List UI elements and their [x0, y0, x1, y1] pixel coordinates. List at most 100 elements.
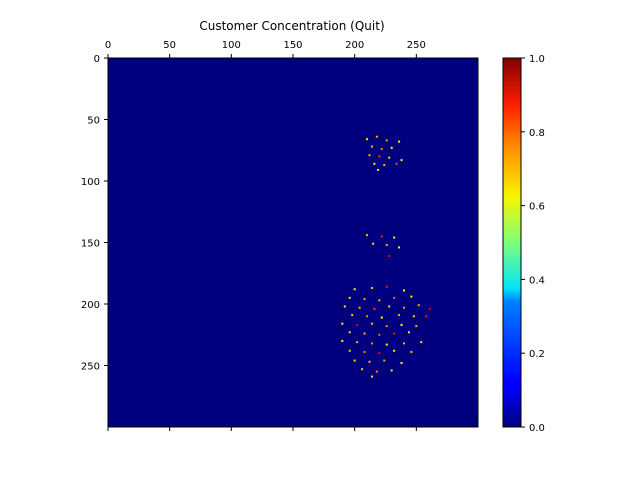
heatmap-cell-2	[385, 139, 388, 142]
colorbar-tick-label: 0.4	[529, 275, 545, 286]
heatmap-cell-63	[378, 352, 381, 355]
heatmap-cell-19	[385, 243, 388, 246]
heatmap-cell-29	[393, 296, 396, 299]
heatmap-cell-54	[407, 331, 410, 334]
colorbar-tick-label: 0.0	[529, 423, 545, 434]
heatmap-cell-6	[390, 146, 393, 149]
colorbar-tick-label: 0.6	[529, 202, 545, 213]
heatmap-cell-61	[348, 349, 351, 352]
y-tick-label: 150	[81, 239, 100, 250]
heatmap-cell-62	[363, 350, 366, 353]
heatmap-cell-14	[377, 168, 380, 171]
heatmap-cell-51	[363, 332, 366, 335]
x-axis-bottom	[107, 427, 417, 431]
y-tick-label: 0	[94, 54, 100, 65]
heatmap-cell-52	[378, 333, 381, 336]
heatmap-cell-72	[390, 369, 393, 372]
heatmap-cell-73	[370, 375, 373, 378]
chart-title: Customer Concentration (Quit)	[199, 19, 384, 33]
heatmap-cell-35	[403, 306, 405, 309]
heatmap-cell-20	[398, 246, 401, 249]
heatmap-cell-24	[385, 285, 388, 288]
heatmap-cell-55	[341, 339, 344, 342]
heatmap-cell-4	[370, 145, 373, 148]
heatmap-cell-33	[373, 307, 376, 310]
heatmap-cell-66	[353, 359, 356, 362]
y-tick-label: 50	[87, 116, 100, 127]
heatmap-cell-12	[383, 164, 386, 167]
colorbar	[502, 57, 522, 428]
y-axis: 0 50 100 150 200 250	[81, 54, 108, 373]
heatmap-cell-58	[385, 343, 388, 346]
heatmap-cell-9	[388, 156, 391, 159]
heatmap-cell-53	[393, 332, 396, 335]
heatmap-cell-28	[378, 299, 381, 302]
y-tick-label: 100	[81, 177, 100, 188]
heatmap-cell-7	[368, 154, 371, 157]
heatmap-cell-8	[378, 155, 381, 158]
heatmap-cell-23	[370, 287, 373, 290]
colorbar-tick-label: 0.8	[529, 128, 545, 139]
heatmap-cell-45	[356, 323, 359, 326]
heatmap-cell-27	[363, 298, 366, 301]
heatmap-points	[341, 135, 431, 378]
heatmap-cell-59	[403, 342, 405, 345]
heatmap-cell-0	[366, 138, 368, 141]
heatmap-cell-50	[348, 331, 351, 334]
heatmap-cell-60	[420, 341, 423, 344]
heatmap-cell-64	[393, 349, 396, 352]
heatmap-cell-17	[393, 236, 396, 239]
x-tick-label: 200	[345, 40, 364, 51]
heatmap-cell-39	[366, 315, 368, 318]
x-tick-label: 0	[105, 40, 111, 51]
heatmap-cell-67	[368, 360, 371, 363]
colorbar-tick-label: 1.0	[529, 54, 545, 65]
colorbar-tick-label: 0.2	[529, 349, 545, 360]
heatmap-cell-22	[353, 288, 356, 291]
heatmap-cell-65	[410, 350, 413, 353]
heatmap-cell-69	[400, 362, 403, 365]
heatmap-cell-37	[428, 307, 431, 310]
heatmap-cell-31	[343, 305, 346, 308]
heatmap-cell-40	[380, 316, 383, 319]
heatmap-cell-41	[398, 314, 401, 317]
heatmap-cell-68	[383, 359, 386, 362]
colorbar-ticks: 0.0 0.2 0.4 0.6 0.8 1.0	[521, 54, 545, 434]
heatmap-cell-26	[348, 296, 351, 299]
x-tick-label: 250	[407, 40, 426, 51]
heatmap-cell-43	[425, 315, 428, 318]
heatmap-cell-70	[361, 368, 364, 371]
heatmap-cell-18	[372, 242, 375, 245]
heatmap-cell-56	[356, 341, 359, 344]
heatmap-cell-49	[415, 325, 418, 328]
heatmap-cell-34	[388, 305, 391, 308]
x-tick-label: 150	[283, 40, 302, 51]
heatmap-cell-11	[373, 162, 376, 165]
y-tick-label: 250	[81, 362, 100, 373]
heatmap-cell-10	[400, 159, 403, 162]
heatmap-cell-46	[370, 322, 373, 325]
x-tick-label: 100	[222, 40, 241, 51]
x-tick-label: 50	[163, 40, 176, 51]
x-axis-top: 0 50 100 150 200 250	[105, 40, 426, 58]
heatmap-cell-57	[370, 342, 373, 345]
heatmap-cell-30	[410, 295, 413, 298]
y-tick-label: 200	[81, 300, 100, 311]
heatmap-cell-16	[380, 235, 383, 238]
heatmap-cell-48	[400, 323, 403, 326]
heatmap-cell-71	[375, 370, 378, 373]
heatmap-cell-15	[366, 234, 368, 237]
heatmap-cell-44	[341, 322, 344, 325]
heatmap-cell-32	[358, 306, 361, 309]
heatmap-cell-5	[380, 148, 383, 151]
heatmap-background	[108, 58, 478, 427]
heatmap-cell-3	[398, 140, 401, 143]
heatmap-cell-21	[388, 255, 391, 258]
heatmap-cell-25	[403, 289, 405, 292]
heatmap-cell-38	[351, 314, 354, 317]
heatmap-cell-42	[412, 315, 415, 318]
heatmap-cell-1	[375, 135, 378, 138]
heatmap-cell-36	[417, 304, 420, 307]
heatmap-cell-13	[395, 162, 398, 165]
